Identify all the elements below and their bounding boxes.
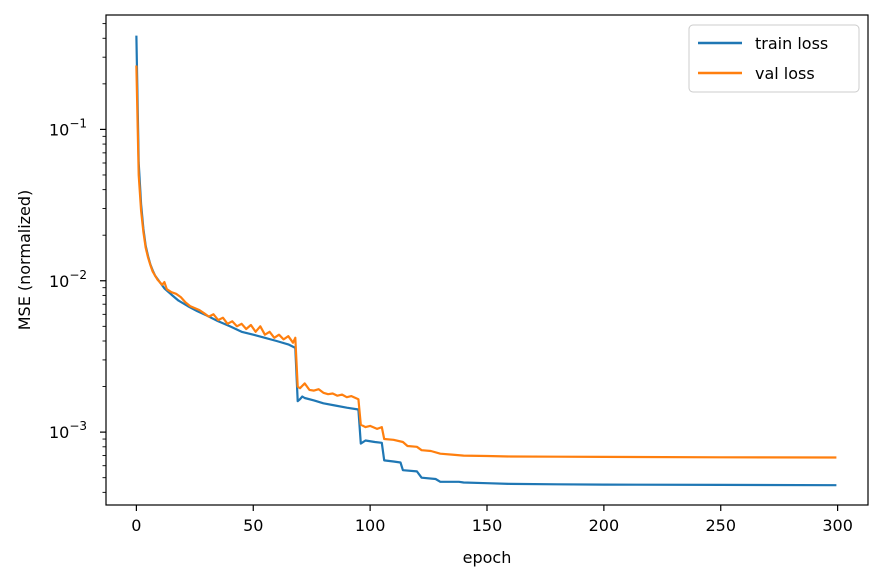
y-tick-label: 10−2	[49, 268, 87, 291]
x-tick-label: 50	[243, 516, 263, 535]
y-axis-ticks: 10−3 10−2 10−1	[49, 23, 106, 493]
x-axis-ticks: 0 50 100 150 200 250 300	[131, 505, 853, 535]
y-axis-label: MSE (normalized)	[15, 190, 34, 331]
y-tick-label: 10−3	[49, 419, 87, 442]
y-tick-label: 10−1	[49, 116, 87, 139]
legend: train loss val loss	[688, 24, 860, 93]
series-line-val-loss	[135, 65, 837, 459]
x-tick-label: 0	[131, 516, 141, 535]
series-layer	[135, 35, 837, 487]
x-tick-label: 250	[705, 516, 736, 535]
legend-label-val-loss: val loss	[755, 64, 815, 83]
x-tick-label: 300	[822, 516, 853, 535]
x-tick-label: 150	[472, 516, 503, 535]
legend-label-train-loss: train loss	[755, 34, 828, 53]
x-axis-label: epoch	[463, 548, 512, 567]
x-tick-label: 100	[355, 516, 386, 535]
x-tick-label: 200	[589, 516, 620, 535]
